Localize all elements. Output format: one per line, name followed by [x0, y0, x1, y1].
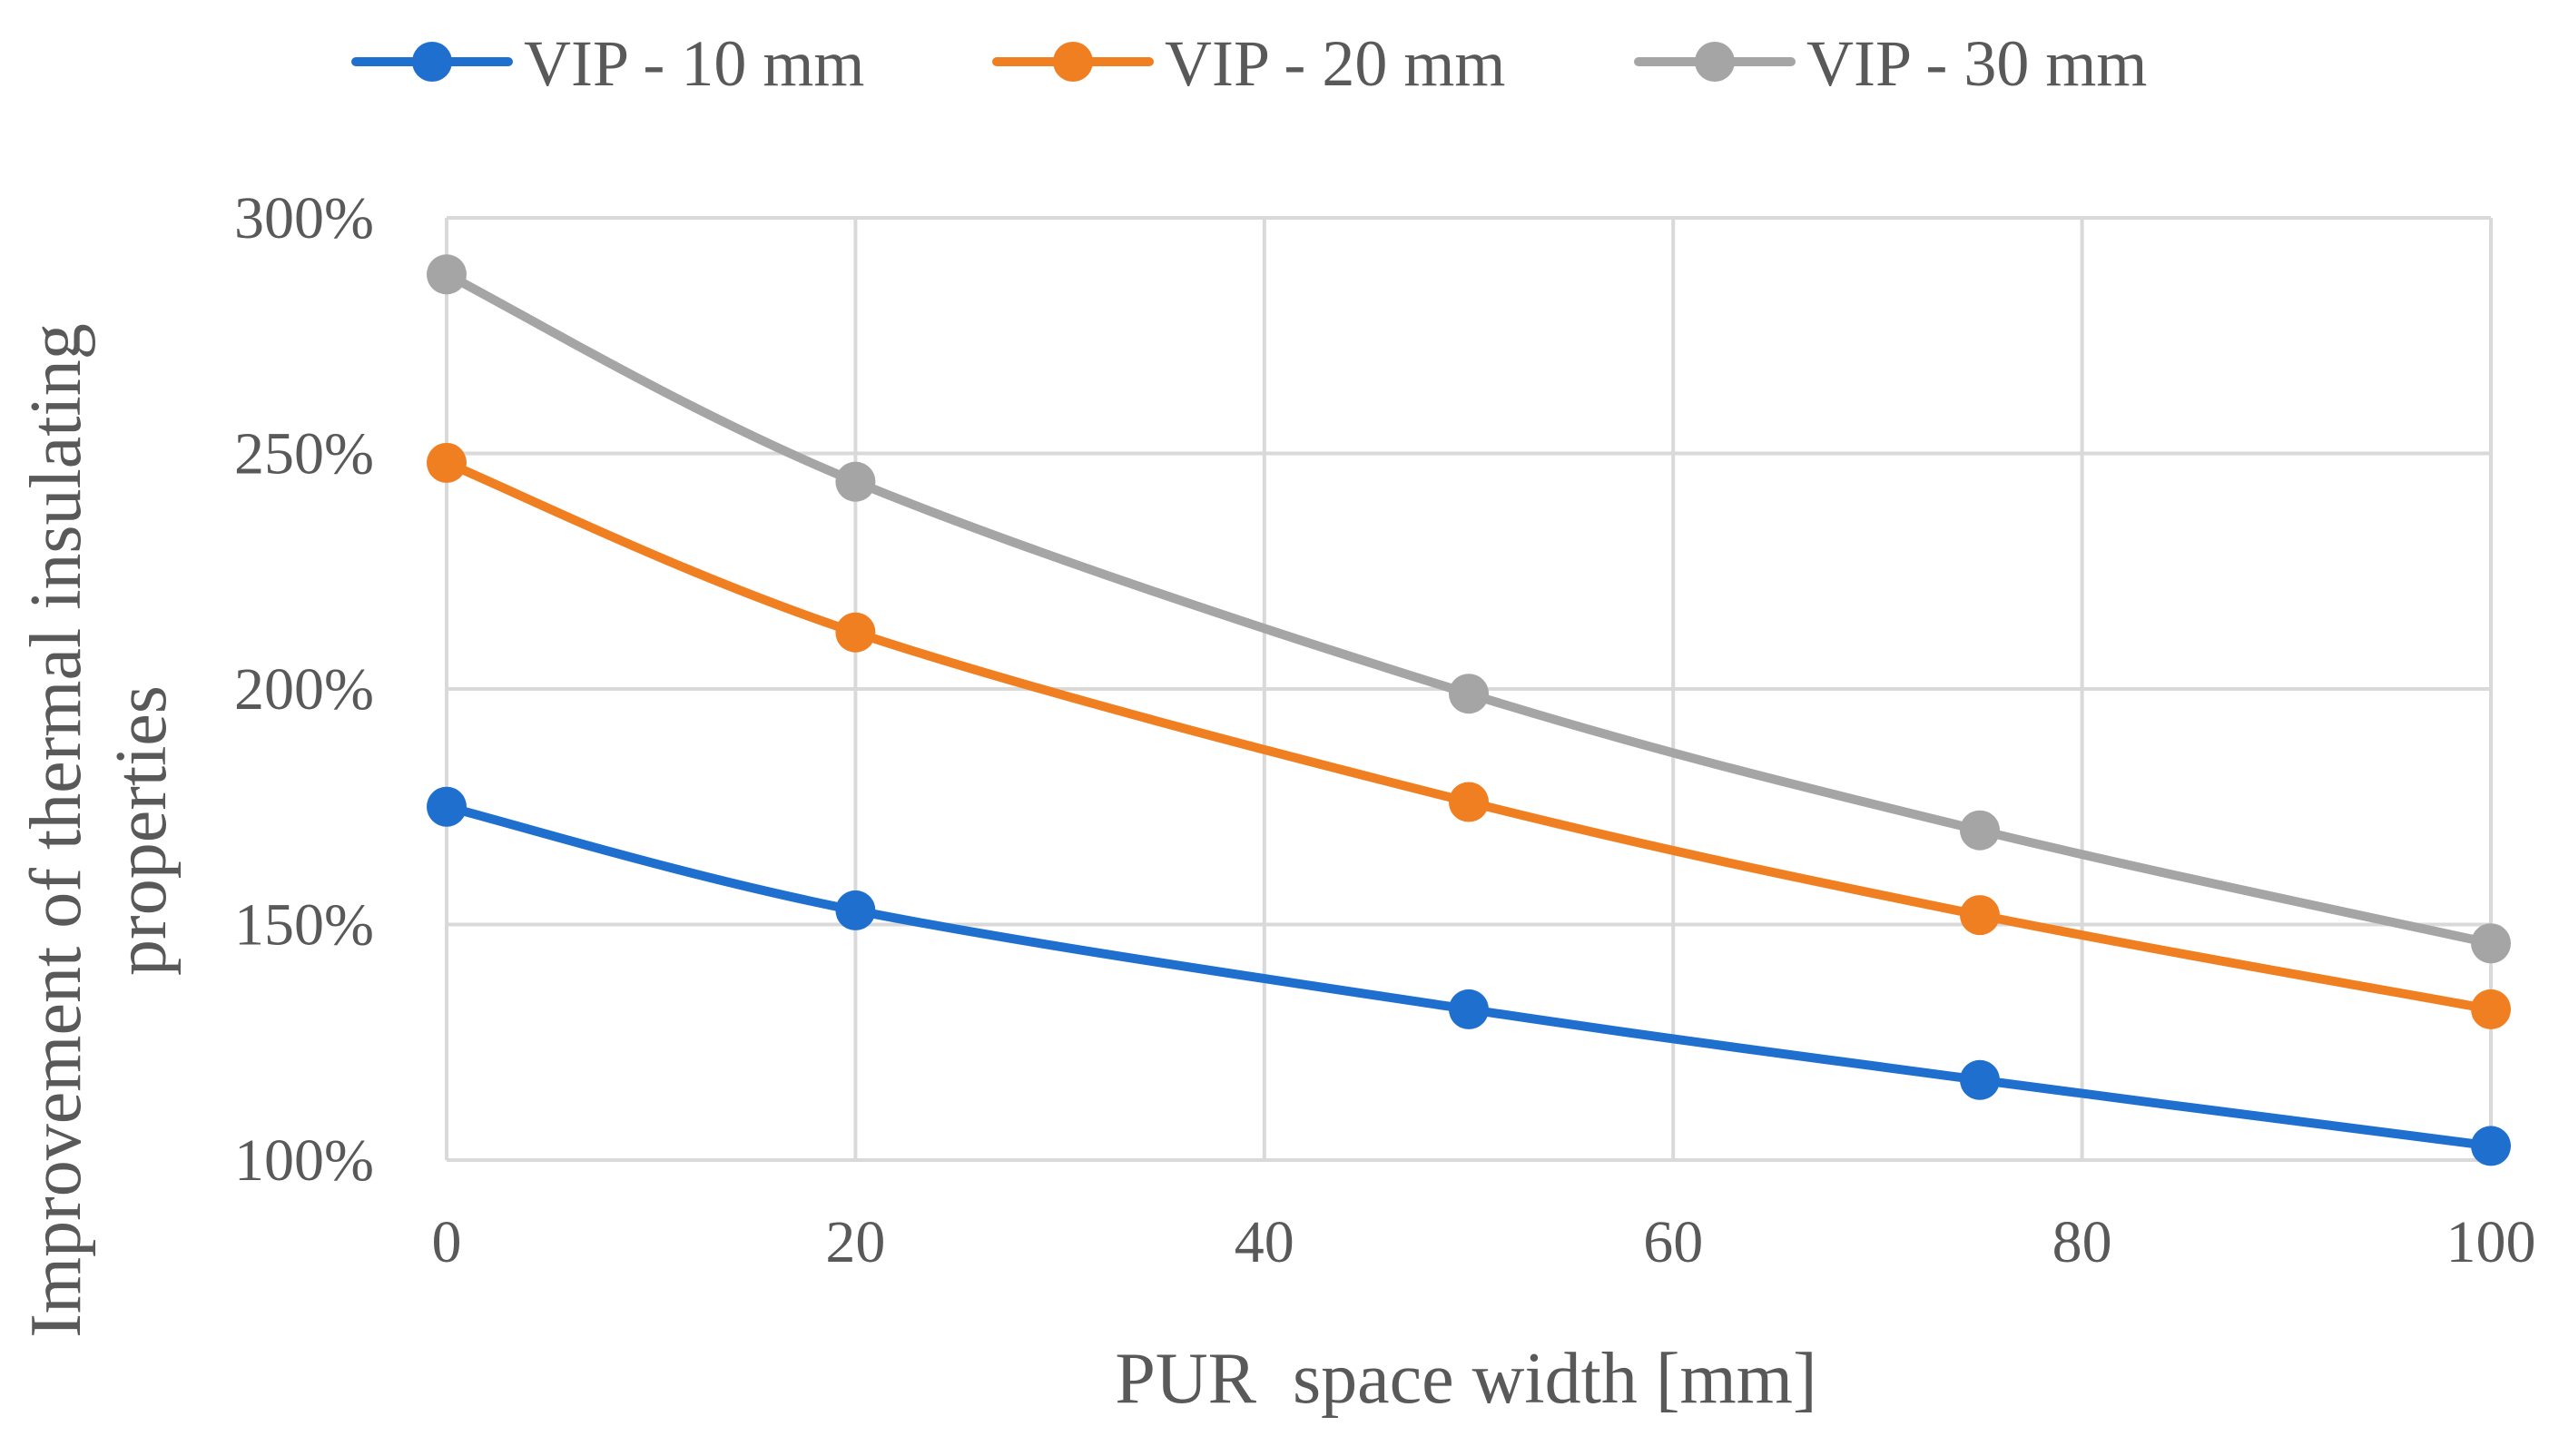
legend-marker-3	[1695, 42, 1735, 82]
series-line-2	[442, 457, 2495, 1014]
y-axis-title: Improvement of thermal insulating proper…	[16, 323, 182, 1338]
series-1-point	[1960, 1059, 2000, 1100]
series	[427, 254, 2511, 1166]
series-2-point	[427, 442, 467, 483]
y-tick-label: 100%	[234, 1127, 374, 1194]
legend-marker-2	[1053, 42, 1093, 82]
series-3-point	[427, 254, 467, 295]
series-2-point	[2471, 989, 2511, 1029]
series-2-point	[1449, 782, 1489, 822]
x-tick-label: 80	[2052, 1209, 2112, 1275]
legend-label-2: VIP - 20 mm	[1165, 27, 1505, 100]
series-2-point	[835, 612, 876, 653]
series-line-3	[442, 270, 2495, 949]
y-axis-title-line-2: properties	[102, 685, 182, 976]
series-3-point	[2471, 923, 2511, 964]
series-3-point	[835, 461, 876, 502]
series-line-1	[442, 802, 2495, 1151]
x-tick-label: 20	[825, 1209, 885, 1275]
x-axis-title: PUR space width [mm]	[1115, 1339, 1816, 1419]
legend-label-3: VIP - 30 mm	[1806, 27, 2147, 100]
x-tick-label: 0	[432, 1209, 462, 1275]
series-1-point	[835, 890, 876, 930]
legend-label-1: VIP - 10 mm	[524, 27, 864, 100]
series-3-point	[1449, 674, 1489, 714]
series-1-point	[1449, 989, 1489, 1029]
x-tick-label: 60	[1643, 1209, 1703, 1275]
series-2-point	[1960, 895, 2000, 936]
y-tick-label: 300%	[234, 185, 374, 251]
legend-marker-1	[412, 42, 452, 82]
x-tick-label: 100	[2446, 1209, 2536, 1275]
legend: VIP - 10 mm VIP - 20 mm VIP - 30 mm	[351, 27, 2147, 100]
y-axis-title-line-1: Improvement of thermal insulating	[16, 323, 96, 1338]
y-tick-label: 150%	[234, 892, 374, 959]
series-1-point	[2471, 1126, 2511, 1166]
series-3-point	[1960, 810, 2000, 851]
tick-labels: 100% 150% 200% 250% 300% 0 20 40 60 80 100	[234, 185, 2535, 1275]
y-tick-label: 200%	[234, 656, 374, 723]
x-tick-label: 40	[1235, 1209, 1294, 1275]
y-tick-label: 250%	[234, 421, 374, 487]
series-1-point	[427, 786, 467, 827]
